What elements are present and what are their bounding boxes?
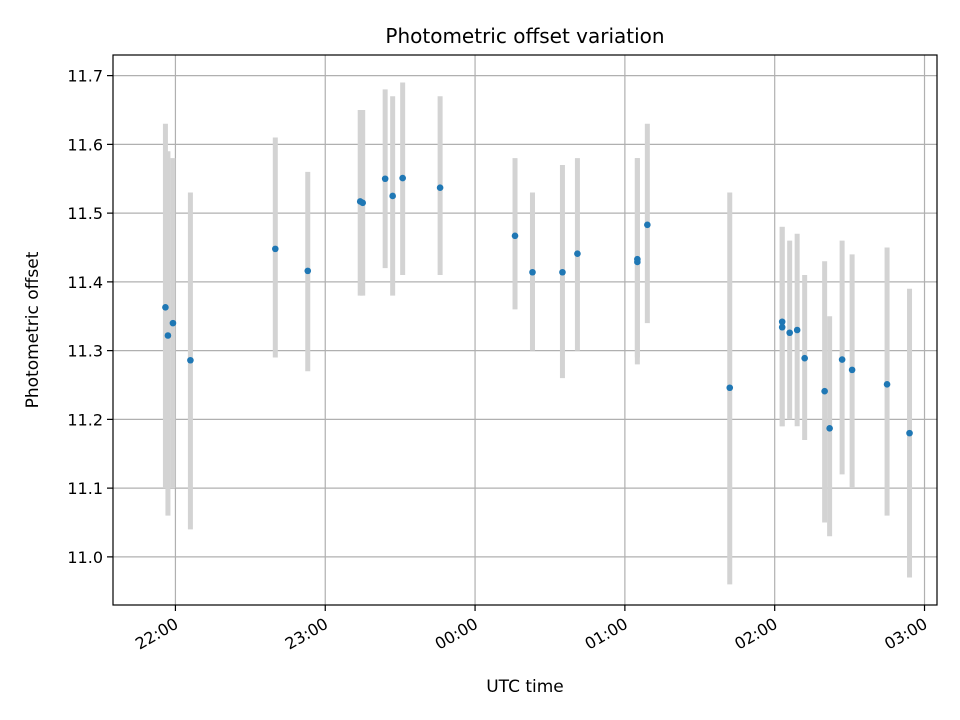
data-point — [838, 356, 846, 363]
data-point — [801, 354, 808, 362]
data-point — [187, 356, 194, 364]
x-axis-label: UTC time — [486, 677, 564, 697]
data-points — [162, 174, 913, 437]
data-point — [511, 232, 519, 240]
data-point — [529, 268, 536, 276]
data-point — [169, 319, 177, 327]
data-point — [359, 199, 366, 207]
data-point — [574, 250, 581, 257]
chart-title: Photometric offset variation — [385, 24, 664, 48]
data-point — [381, 175, 389, 183]
data-point — [726, 384, 734, 392]
data-point — [906, 429, 913, 437]
data-point — [436, 184, 444, 191]
y-tick-label: 11.1 — [67, 479, 103, 498]
gridlines — [113, 55, 937, 605]
data-point — [826, 425, 833, 432]
data-point — [559, 268, 566, 276]
data-point — [778, 323, 786, 331]
data-point — [389, 192, 396, 200]
y-tick-label: 11.5 — [67, 204, 103, 223]
data-point — [778, 318, 786, 326]
y-tick-label: 11.7 — [67, 67, 103, 86]
data-point — [164, 332, 172, 339]
y-tick-label: 11.0 — [67, 548, 103, 567]
data-point — [883, 381, 891, 388]
plot-frame — [112, 54, 938, 606]
y-tick-label: 11.2 — [67, 410, 103, 429]
data-point — [786, 329, 793, 337]
data-point — [634, 258, 641, 266]
y-tick-label: 11.4 — [67, 273, 103, 292]
data-point — [821, 387, 828, 395]
y-axis-ticks: 11.0 11.1 11.2 11.3 11.4 11.5 11.6 11.7 — [67, 67, 113, 567]
y-axis-label: Photometric offset — [23, 251, 43, 408]
data-point — [162, 304, 169, 311]
y-tick-label: 11.6 — [67, 135, 103, 154]
y-tick-label: 11.3 — [67, 342, 103, 361]
data-point — [399, 174, 406, 182]
data-point — [272, 245, 279, 253]
data-point — [644, 221, 651, 229]
data-point — [793, 326, 801, 334]
data-point — [848, 366, 856, 374]
data-point — [304, 267, 312, 275]
